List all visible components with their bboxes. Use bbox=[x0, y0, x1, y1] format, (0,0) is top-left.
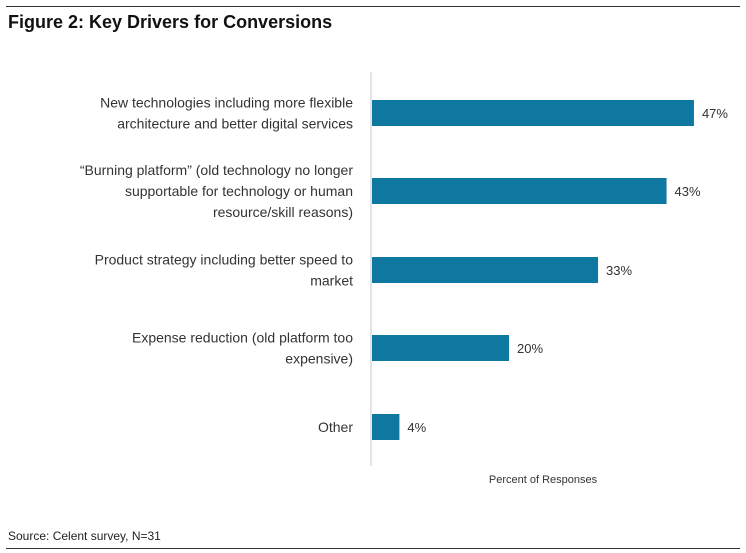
category-label: Expense reduction (old platform too bbox=[132, 330, 353, 346]
value-labels-group: 47% 43% 33% 20% 4% bbox=[407, 106, 728, 435]
value-label: 20% bbox=[517, 341, 543, 356]
category-label: Other bbox=[318, 419, 353, 435]
category-label: “Burning platform” (old technology no lo… bbox=[80, 162, 353, 178]
figure-title: Figure 2: Key Drivers for Conversions bbox=[8, 12, 333, 32]
x-axis-title: Percent of Responses bbox=[489, 474, 598, 486]
category-label: expensive) bbox=[285, 351, 353, 367]
bar bbox=[372, 335, 509, 361]
value-label: 47% bbox=[702, 106, 728, 121]
category-label: architecture and better digital services bbox=[117, 116, 353, 132]
bar bbox=[372, 100, 694, 126]
bar bbox=[372, 178, 667, 204]
source-note: Source: Celent survey, N=31 bbox=[8, 529, 161, 543]
category-label: supportable for technology or human bbox=[125, 183, 353, 199]
value-label: 33% bbox=[606, 263, 632, 278]
category-label: resource/skill reasons) bbox=[213, 204, 353, 220]
value-label: 43% bbox=[675, 184, 701, 199]
bar bbox=[372, 257, 599, 283]
category-label: market bbox=[310, 273, 353, 289]
category-labels-group: New technologies including more flexible… bbox=[80, 95, 353, 436]
category-label: Product strategy including better speed … bbox=[95, 252, 354, 268]
category-label: New technologies including more flexible bbox=[100, 95, 353, 111]
value-label: 4% bbox=[407, 420, 426, 435]
bar bbox=[372, 414, 400, 440]
top-rule bbox=[6, 6, 740, 7]
bars-group bbox=[372, 100, 694, 440]
bottom-rule bbox=[6, 548, 740, 549]
